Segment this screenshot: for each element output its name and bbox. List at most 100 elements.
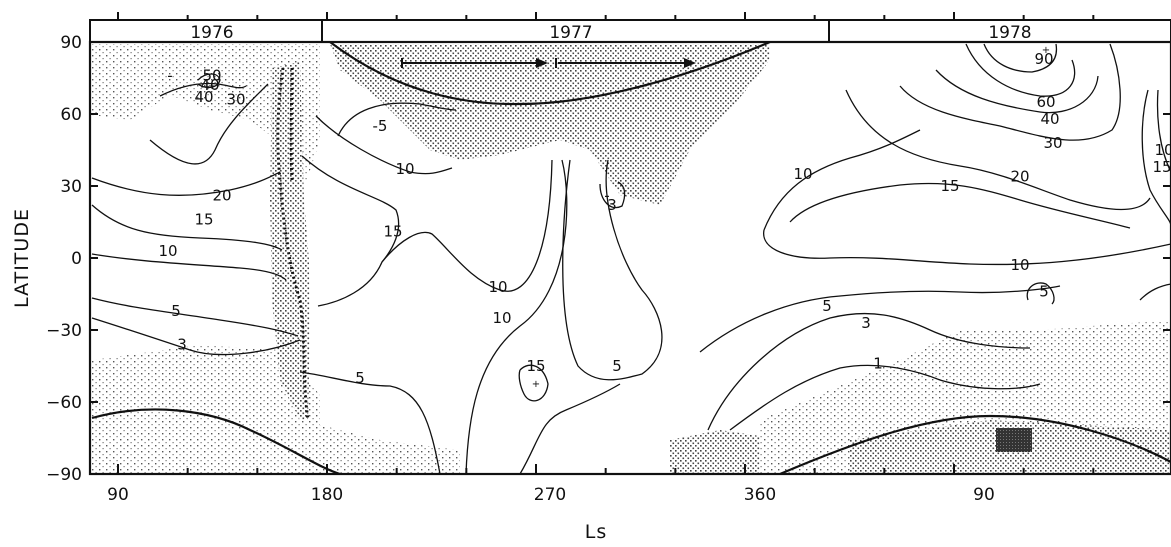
contour-1978-10c xyxy=(763,229,1171,266)
contour-label: 30 xyxy=(226,91,245,109)
contour-label: 10 xyxy=(1154,141,1171,159)
contour-label: 10 xyxy=(793,165,812,183)
contour-label: 15 xyxy=(383,223,402,241)
y-tick-label: −30 xyxy=(46,321,82,341)
contour-1978-90 xyxy=(983,43,1058,73)
contour-label: 10 xyxy=(158,242,177,260)
contour-1978-5b xyxy=(1026,282,1055,305)
contour-label: 1 xyxy=(873,355,883,373)
contour-1976-15 xyxy=(91,204,283,251)
contour-1978-5 xyxy=(699,285,1061,353)
contour-1977-5 xyxy=(299,371,441,474)
contour-1978-15 xyxy=(789,182,1131,229)
contour-label: 15 xyxy=(526,357,545,375)
season-arrows xyxy=(401,58,696,68)
contour-label: -5 xyxy=(373,117,388,135)
contour-1978-10a xyxy=(763,129,921,231)
y-axis: 90 60 30 0 −30 −60 −90 xyxy=(46,33,1171,485)
contour-1978-edge xyxy=(1139,283,1171,301)
y-axis-title: LATITUDE xyxy=(11,208,33,308)
south-boundary-1978 xyxy=(779,414,1171,474)
contour-label: 15 xyxy=(940,177,959,195)
contour-label: 10 xyxy=(395,160,414,178)
contour-1976-30 xyxy=(149,83,269,165)
x-axis: 90 180 270 360 90 xyxy=(107,464,1095,505)
contour-label: 10 xyxy=(492,309,511,327)
y-tick-label: 30 xyxy=(60,177,82,197)
contour-1978-15b xyxy=(1156,89,1171,173)
north-boundary-1977 xyxy=(329,42,771,106)
x-axis-title: Ls xyxy=(585,521,607,543)
extremum-marker: + xyxy=(1042,45,1050,56)
contour-1978-20 xyxy=(845,89,1151,211)
contour-1976-50 xyxy=(197,73,221,89)
stipple-north-1976 xyxy=(92,44,320,200)
contour-1977-0 xyxy=(519,383,621,474)
contour-label: 20 xyxy=(1010,167,1029,185)
year-header: 1976 1977 1978 xyxy=(89,19,1171,43)
x-tick-label: 90 xyxy=(107,485,129,505)
contour-lines xyxy=(91,43,1171,474)
contour-label: - xyxy=(167,67,172,85)
south-boundary-1976 xyxy=(91,408,341,474)
contour-1977-15a xyxy=(301,155,400,307)
contour-label: 90 xyxy=(1034,50,1053,68)
contour-1978-10b xyxy=(1141,89,1171,227)
contour-1976-40 xyxy=(159,82,247,97)
contour-label: 50 xyxy=(202,67,221,85)
stipple-south-1977 xyxy=(300,420,460,474)
x-tick-label: 90 xyxy=(973,485,995,505)
contour-1978-1 xyxy=(729,364,1041,431)
y-tick-label: −90 xyxy=(46,465,82,485)
contour-1978-3 xyxy=(707,312,1031,431)
contour-1977-15b xyxy=(518,364,549,402)
shaded-regions xyxy=(92,44,1171,474)
contour-label: 3 xyxy=(177,335,187,353)
contour-label: 60 xyxy=(1036,93,1055,111)
contour-1977-m5 xyxy=(337,102,457,137)
contour-label: 3 xyxy=(607,196,617,214)
contour-label: 40 xyxy=(194,88,213,106)
contour-1976-10 xyxy=(91,253,287,281)
x-tick-label: 180 xyxy=(311,485,343,505)
contour-label: 30 xyxy=(1043,134,1062,152)
contour-label: 5 xyxy=(612,357,622,375)
storm-front xyxy=(276,67,310,421)
contour-1978-30 xyxy=(899,43,1121,141)
contour-label: 5 xyxy=(1039,283,1049,301)
contour-label: 20 xyxy=(212,187,231,205)
contour-label: - xyxy=(604,187,609,205)
year-label-1978: 1978 xyxy=(988,23,1031,43)
contour-1977-m3 xyxy=(599,181,626,209)
x-tick-label: 360 xyxy=(744,485,776,505)
x-tick-label: 270 xyxy=(534,485,566,505)
boundary-curves xyxy=(91,42,1171,474)
contour-label: 5 xyxy=(355,369,365,387)
dense-patch xyxy=(996,428,1032,452)
extremum-marker: + xyxy=(532,379,540,390)
contour-1978-40 xyxy=(935,69,1099,114)
contour-1976-20 xyxy=(91,171,281,196)
contour-1977-10c xyxy=(465,159,568,474)
stipple-south-1976 xyxy=(92,345,320,474)
contour-label: 3 xyxy=(861,314,871,332)
contour-label: 5 xyxy=(171,302,181,320)
extremum-marker: + xyxy=(208,81,216,92)
contour-1976-5 xyxy=(91,297,299,337)
contour-label: 40 xyxy=(200,76,219,94)
contour-1977-10a xyxy=(315,115,453,175)
year-label-1977: 1977 xyxy=(549,23,592,43)
y-tick-label: −60 xyxy=(46,393,82,413)
contour-label: 15 xyxy=(1152,158,1171,176)
year-label-1976: 1976 xyxy=(190,23,233,43)
contour-1977-10b xyxy=(381,159,553,292)
stipple-north-1977 xyxy=(330,44,770,205)
contour-1978-60 xyxy=(965,43,1076,97)
contour-1977-5b xyxy=(562,159,663,381)
contour-label: 40 xyxy=(1040,110,1059,128)
contour-label: 15 xyxy=(194,211,213,229)
y-tick-label: 90 xyxy=(60,33,82,53)
y-tick-label: 0 xyxy=(71,249,82,269)
contour-1976-3 xyxy=(91,317,301,356)
